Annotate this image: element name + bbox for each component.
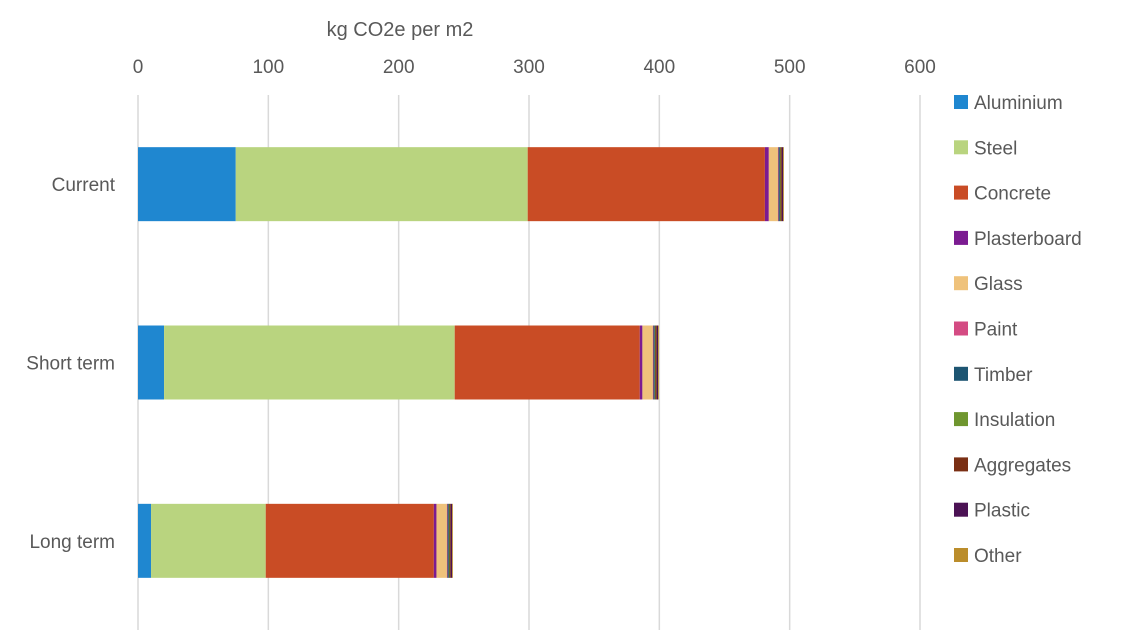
bar-segment [778, 147, 780, 222]
bar-segment [450, 503, 453, 578]
bar-segment [446, 503, 448, 578]
legend: Aluminium Steel Concrete Plasterboard Glass P… [954, 93, 1082, 567]
legend-label: Paint [974, 320, 1018, 341]
bar-segment [642, 325, 653, 400]
legend-swatch [954, 502, 968, 517]
bar-segment [639, 325, 643, 400]
bar-segment [448, 503, 450, 578]
legend-swatch [954, 321, 968, 336]
bar-segment [780, 147, 782, 222]
x-tick-label: 400 [643, 57, 675, 78]
bar-segment [138, 503, 152, 578]
bar-segment [449, 503, 451, 578]
x-axis-title: kg CO2e per m2 [327, 19, 474, 41]
category-label: Current [52, 175, 116, 196]
legend-label: Aluminium [974, 93, 1063, 114]
legend-swatch [954, 366, 968, 381]
bar-segment [433, 503, 437, 578]
bar-segment [654, 325, 656, 400]
bar-segment [138, 147, 236, 222]
bar-segment [655, 325, 657, 400]
bars [138, 147, 784, 578]
legend-swatch [954, 185, 968, 200]
legend-swatch [954, 276, 968, 291]
bar-segment [768, 147, 778, 222]
bar-segment [764, 147, 769, 222]
bar-segment [138, 325, 165, 400]
bar-segment [783, 147, 784, 222]
bar-segment [656, 325, 659, 400]
bar-segment [781, 147, 784, 222]
bar-segment [777, 147, 779, 222]
legend-swatch [954, 412, 968, 427]
legend-label: Glass [974, 274, 1023, 295]
bar-segment [452, 503, 453, 578]
bar-segment [164, 325, 455, 400]
legend-label: Plasterboard [974, 229, 1082, 250]
category-label: Short term [26, 354, 115, 375]
bar-segment [653, 325, 655, 400]
x-tick-label: 600 [904, 57, 936, 78]
legend-label: Other [974, 546, 1022, 567]
x-axis-ticks: 0 100 200 300 400 500 600 [133, 57, 936, 78]
bar-segment [151, 503, 266, 578]
bar-segment [454, 325, 640, 400]
legend-label: Timber [974, 365, 1033, 386]
bar-segment [652, 325, 654, 400]
bar-segment [265, 503, 434, 578]
x-tick-label: 500 [774, 57, 806, 78]
x-tick-label: 100 [252, 57, 284, 78]
category-labels: Current Short term Long term [26, 175, 115, 553]
legend-label: Insulation [974, 410, 1055, 431]
legend-swatch [954, 230, 968, 245]
legend-swatch [954, 457, 968, 472]
bar-segment [658, 325, 659, 400]
legend-swatch [954, 548, 968, 562]
legend-label: Aggregates [974, 455, 1071, 476]
legend-swatch [954, 95, 968, 109]
x-tick-label: 300 [513, 57, 545, 78]
legend-label: Plastic [974, 501, 1030, 522]
x-tick-label: 0 [133, 57, 144, 78]
bar-segment [779, 147, 781, 222]
legend-swatch [954, 140, 968, 155]
legend-label: Concrete [974, 184, 1051, 205]
legend-label: Steel [974, 138, 1017, 159]
bar-segment [235, 147, 528, 222]
bar-segment [447, 503, 449, 578]
x-tick-label: 200 [383, 57, 415, 78]
bar-segment [527, 147, 765, 222]
bar-segment [436, 503, 447, 578]
category-label: Long term [29, 532, 115, 553]
